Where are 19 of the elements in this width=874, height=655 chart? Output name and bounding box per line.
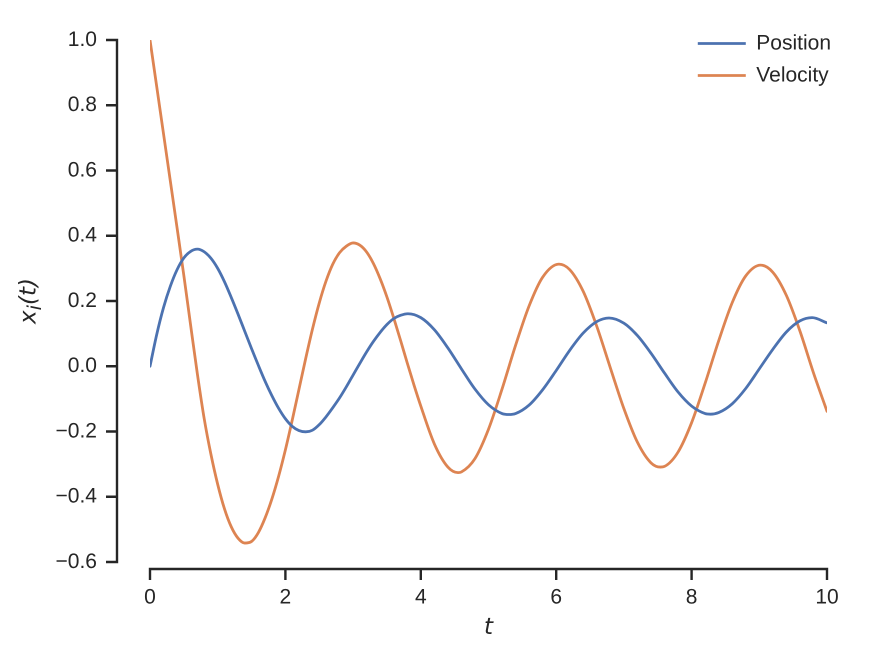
line-series: [150, 248, 827, 434]
y-tick-label: 1.0: [68, 28, 97, 51]
x-tick-label: 8: [686, 585, 698, 608]
x-tick-label: 10: [815, 585, 839, 608]
y-tick-label: −0.2: [56, 419, 97, 442]
x-tick-label: 2: [280, 585, 292, 608]
x-tick-label: 6: [550, 585, 562, 608]
x-axis-title: t: [484, 614, 494, 640]
y-tick-label: 0.6: [68, 158, 97, 182]
x-tick-label: 0: [144, 585, 156, 608]
legend-label: Position: [756, 31, 832, 54]
y-tick-label: 0.0: [68, 354, 97, 378]
y-tick-label: 0.4: [68, 224, 98, 247]
y-tick-label: −0.4: [56, 484, 98, 508]
legend-label: Velocity: [756, 63, 830, 86]
x-tick-label: 4: [414, 585, 427, 608]
y-tick-label: −0.6: [56, 550, 97, 573]
y-tick-label: 0.2: [68, 288, 97, 312]
y-tick-label: 0.8: [68, 93, 97, 116]
